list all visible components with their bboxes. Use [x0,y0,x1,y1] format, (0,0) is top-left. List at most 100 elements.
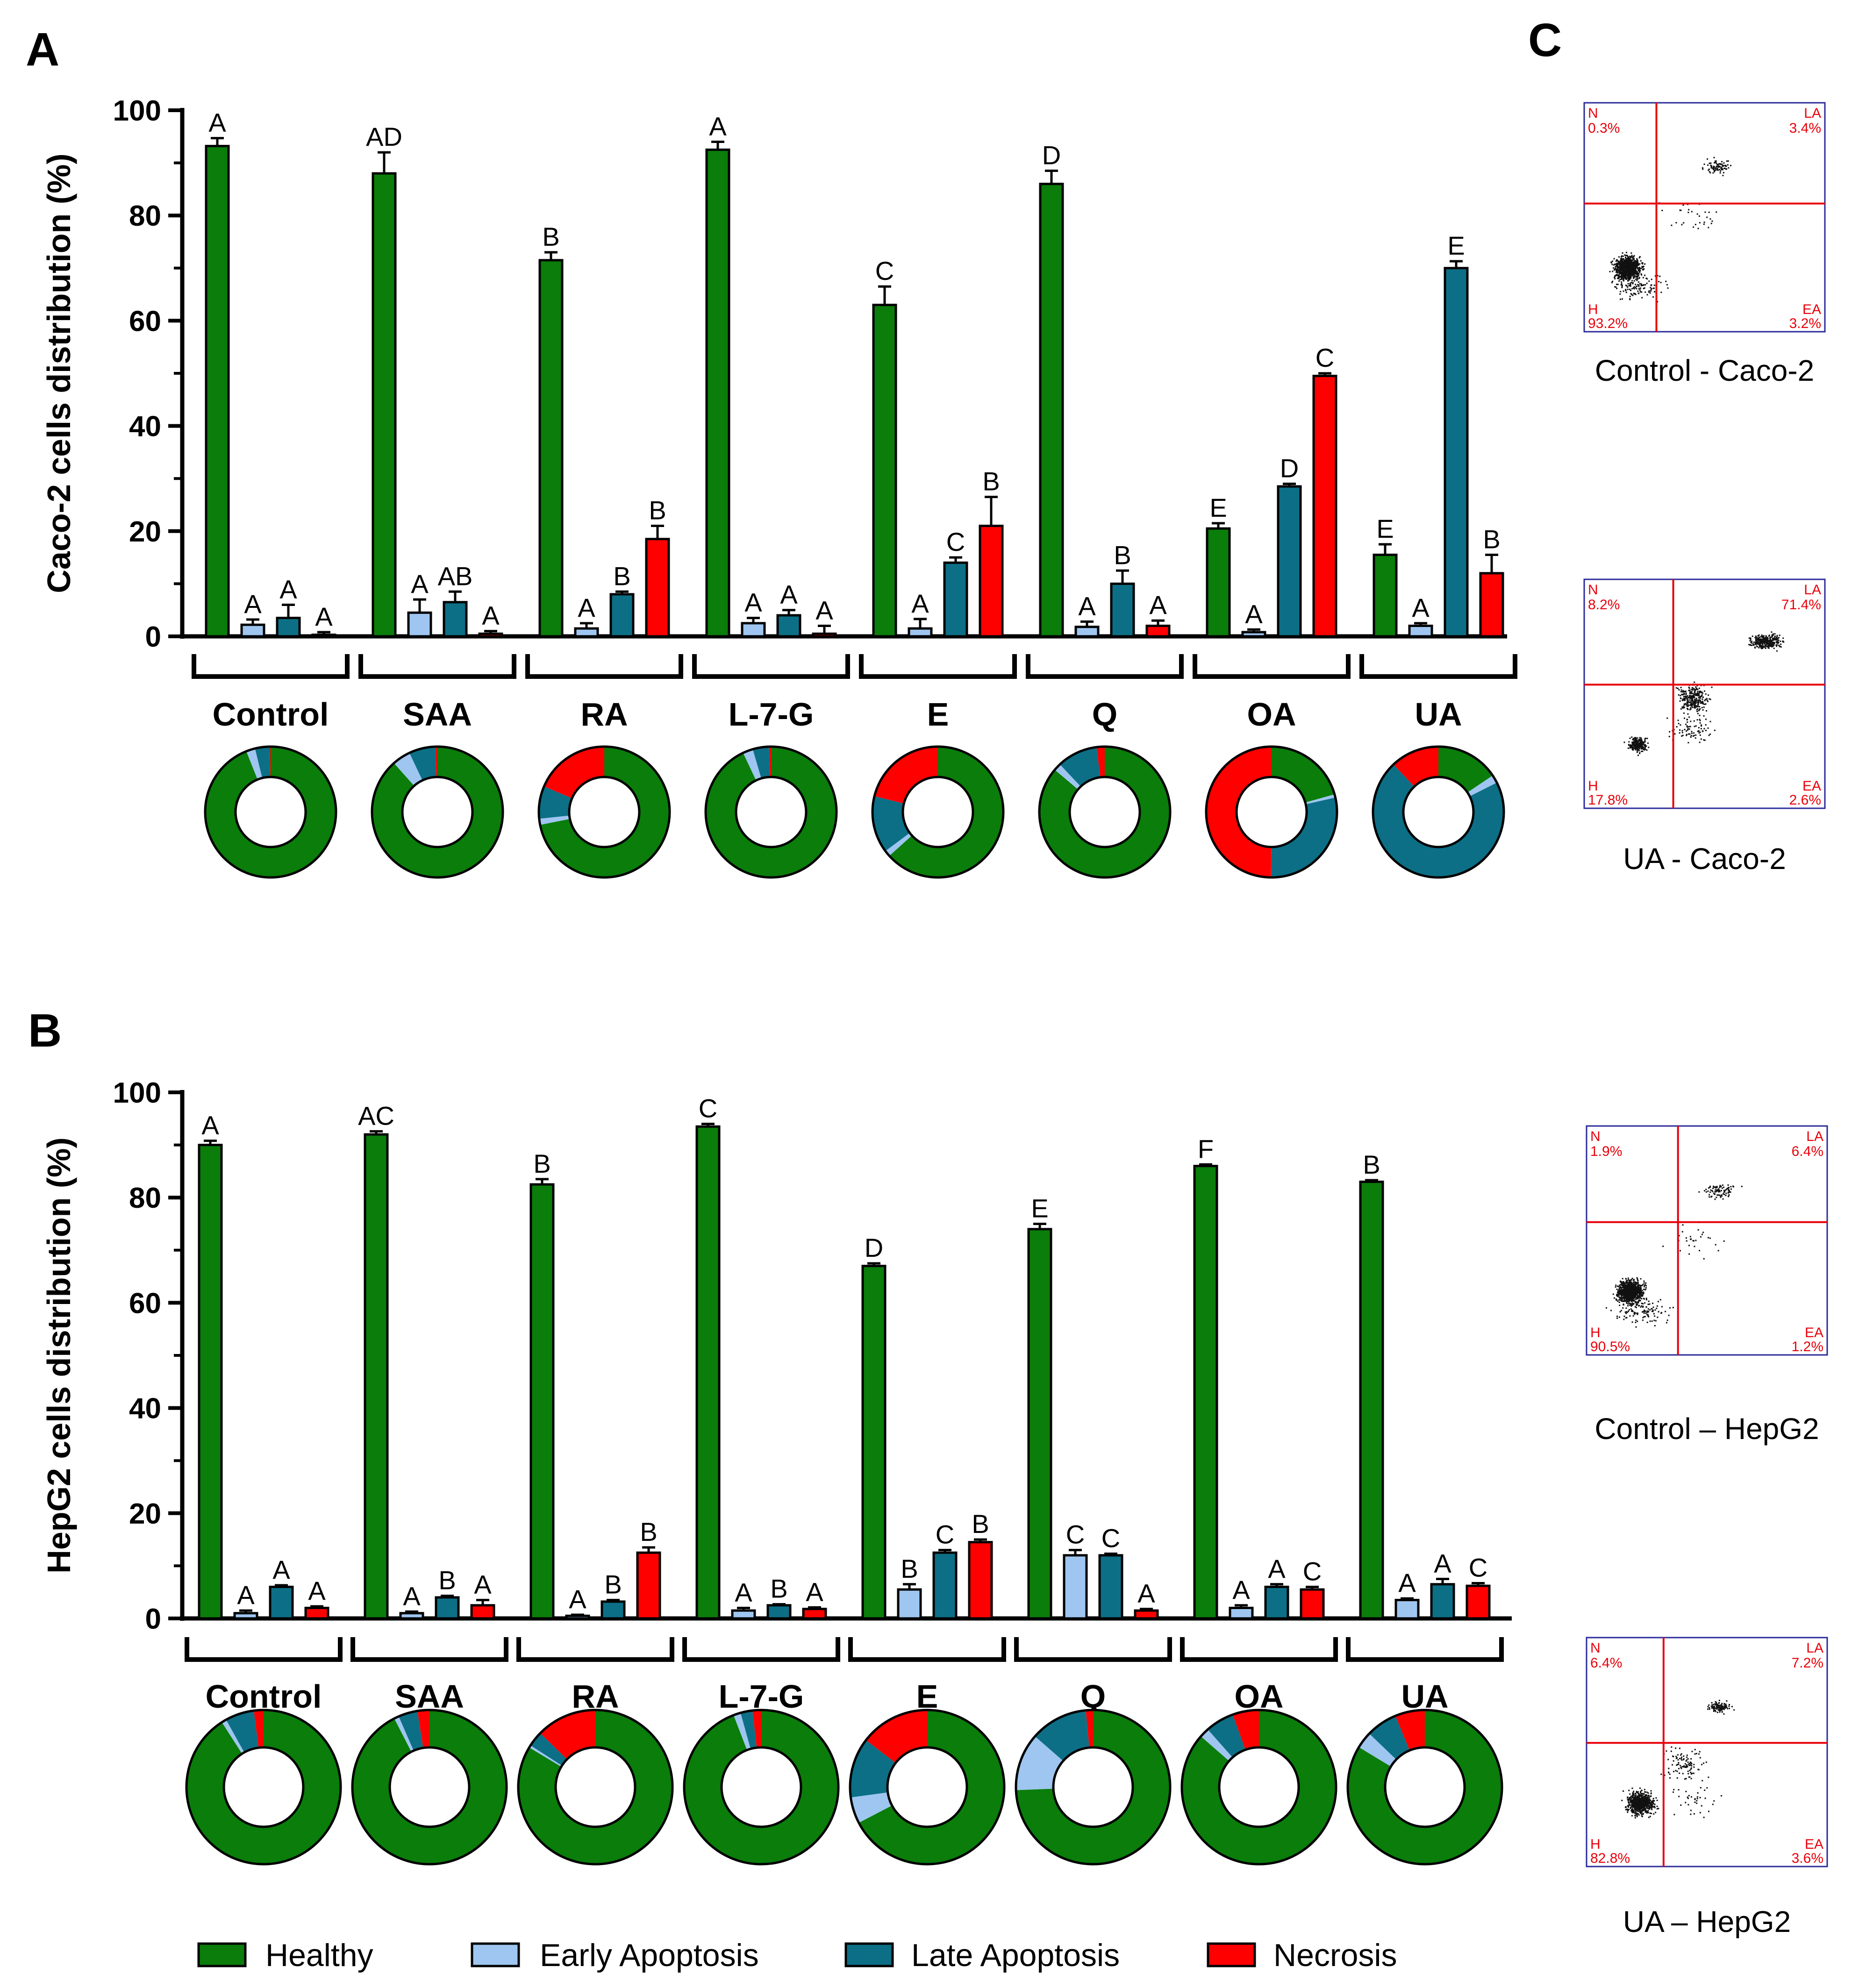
flow-dot [1707,158,1708,160]
flow-dot [1709,1707,1710,1709]
flow-dot [1715,162,1716,163]
flow-dot [1658,1808,1659,1809]
flow-dot [1637,1294,1638,1296]
flow-dot [1628,1291,1629,1293]
flow-dot [1636,288,1637,289]
y-tick-label: 0 [145,621,161,653]
flow-dot [1705,1189,1707,1190]
flow-dot [1632,276,1634,277]
flow-dot [1691,704,1692,705]
flow-dot [1728,1187,1730,1188]
flow-dot [1699,741,1701,743]
flow-dot [1622,1278,1623,1279]
flow-dot [1623,261,1625,262]
flow-dot [1676,1757,1678,1759]
flow-dot [1729,1708,1730,1709]
flow-dot [1709,163,1710,164]
flow-dot [1694,1813,1695,1815]
flow-dot [1637,1304,1638,1305]
flow-dot [1690,1758,1692,1760]
significance-letter: B [604,1570,622,1599]
panel-label-c: C [1528,14,1562,66]
bar-control-healthy [199,1145,222,1618]
flow-dot [1653,1313,1655,1314]
flow-dot [1618,1294,1620,1296]
flow-dot [1683,205,1684,206]
flow-dot [1629,1288,1630,1289]
flow-dot [1756,646,1758,647]
flow-dot [1628,741,1630,742]
flow-dot [1622,1298,1623,1300]
flow-dot [1697,713,1699,714]
flow-dot [1694,1753,1696,1755]
flow-dot [1711,1707,1713,1709]
flow-dot [1644,1310,1645,1311]
bar-ra-late-apoptosis [602,1602,624,1618]
significance-letter: A [403,1581,421,1610]
bar-oa-necrosis [1314,376,1336,636]
flow-dot [1692,706,1693,708]
flow-dot [1643,277,1644,278]
flow-dot [1703,728,1705,729]
flow-dot [1628,274,1629,275]
bar-q-late-apoptosis [1111,584,1134,636]
donut-hole [1237,777,1307,847]
flow-dot [1647,1800,1649,1802]
bar-e-early-apoptosis [909,628,931,636]
flow-dot [1709,172,1711,173]
flow-dot [1642,1290,1643,1291]
figure: A B C 020406080100Caco-2 cells distribut… [0,0,1866,1988]
flow-dot [1635,739,1636,741]
flow-dot [1628,1790,1630,1791]
flow-plot-caption: Control - Caco-2 [1595,354,1815,387]
flow-dot [1725,165,1727,167]
flow-dot [1621,271,1623,273]
flow-dot [1727,164,1729,165]
flow-dot [1613,267,1614,269]
quadrant-la-label: LA [1804,582,1821,598]
flow-dot [1653,1803,1654,1804]
flow-dot [1718,1702,1720,1703]
flow-plot-caption: UA - Caco-2 [1623,842,1786,876]
flow-dot [1727,1188,1729,1190]
flow-dot [1632,1792,1634,1794]
flow-dot [1712,1705,1714,1707]
flow-plot-caption: UA – HepG2 [1623,1905,1791,1938]
bar-ua-necrosis [1480,573,1503,636]
flow-dot [1648,1311,1649,1312]
flow-dot [1751,641,1752,642]
quadrant-n-value: 8.2% [1588,597,1620,613]
flow-dot [1630,276,1631,278]
flow-dot [1627,1285,1628,1286]
flow-dot [1679,1747,1680,1749]
flow-dot [1683,696,1685,698]
flow-dot [1630,1305,1632,1307]
flow-plot-ua-caco-2: N8.2%LA71.4%H17.8%EA2.6%UA - Caco-2 [1584,579,1825,876]
flow-dot [1634,1285,1635,1286]
flow-dot [1637,1816,1638,1817]
quadrant-n-label: N [1588,106,1598,121]
y-tick-label: 20 [129,1498,161,1530]
flow-dot [1643,1281,1644,1282]
flow-dot [1625,270,1627,271]
group-bracket [519,1637,672,1660]
flow-dot [1620,1311,1621,1312]
flow-dot [1686,1240,1687,1242]
flow-plot-control-caco-2: N0.3%LA3.4%H93.2%EA3.2%Control - Caco-2 [1584,103,1825,387]
flow-dot [1622,263,1623,264]
flow-dot [1622,1292,1623,1293]
flow-dot [1633,1287,1635,1288]
quadrant-h-label: H [1590,1325,1601,1340]
flow-dot [1630,293,1632,294]
flow-dot [1700,1797,1701,1798]
flow-dot [1646,1297,1647,1299]
flow-dot [1687,725,1688,727]
flow-dot [1621,283,1623,285]
significance-letter: D [1280,453,1299,483]
flow-dot [1647,1810,1649,1811]
quadrant-la-value: 3.4% [1789,121,1821,136]
group-bracket [685,1637,838,1660]
flow-dot [1627,1287,1629,1288]
bar-oa-necrosis [1301,1589,1323,1618]
flow-dot [1694,691,1695,693]
